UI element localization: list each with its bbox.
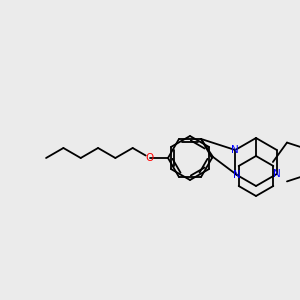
Text: O: O — [146, 153, 154, 163]
Text: N: N — [273, 169, 281, 179]
Text: N: N — [233, 170, 241, 180]
Text: N: N — [231, 145, 239, 155]
